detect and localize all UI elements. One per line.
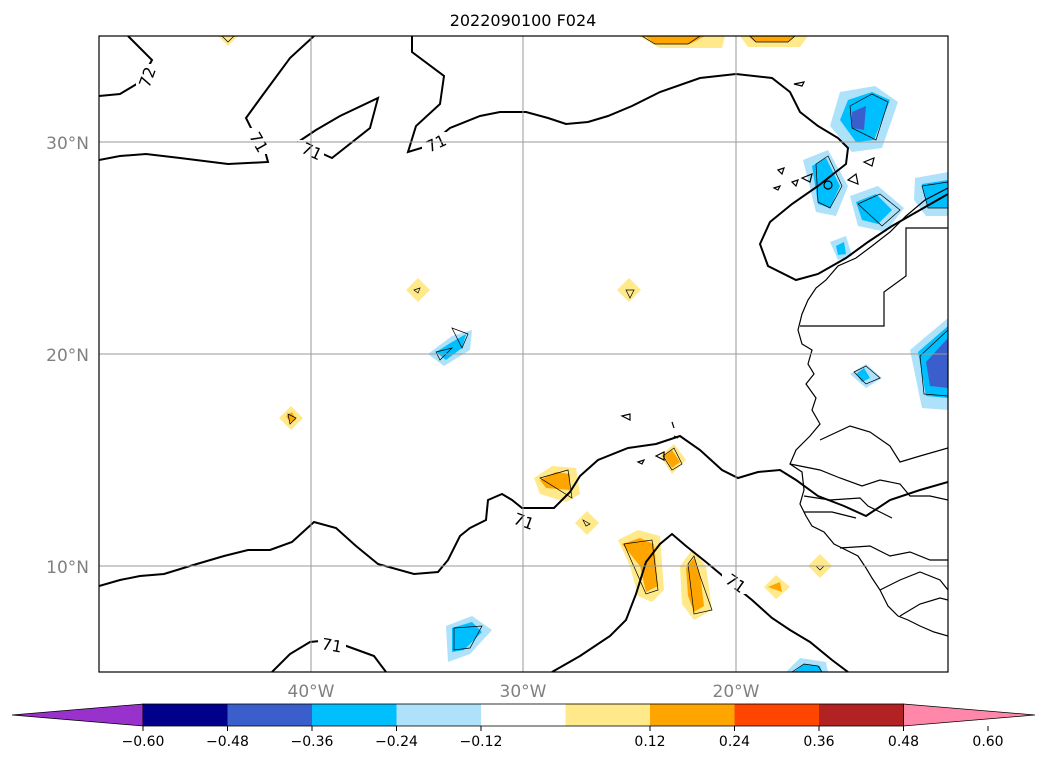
colorbar-segment [650,704,735,726]
colorbar-tick-label: 0.24 [719,734,750,750]
colorbar-segment [227,704,313,726]
colorbar-tick-label: −0.48 [206,734,249,750]
gridlines [99,36,948,672]
lon-label-20w: 20°W [713,682,760,702]
contour-label: 71 [320,634,343,656]
colorbar-tick-label: 0.12 [634,734,665,750]
colorbar-tick-labels: −0.60 −0.48 −0.36 −0.24 −0.12 0.12 0.24 … [122,734,1004,750]
islands [620,81,875,465]
lat-label-30n: 30°N [46,134,89,154]
colorbar-tick-label: −0.60 [122,734,165,750]
colorbar-extend-min [11,703,144,727]
colorbar-extend-max [903,703,1036,727]
lat-label-20n: 20°N [46,346,89,366]
map-title: 2022090100 F024 [450,11,597,30]
colorbar-segment [565,704,651,726]
colorbar-segment [481,704,566,726]
colorbar-tick-label: −0.36 [291,734,334,750]
colorbar-segment [312,704,397,726]
lon-label-30w: 30°W [500,682,547,702]
colorbar-segment [143,704,228,726]
colorbar-segment [734,704,820,726]
colorbar-tick-label: 0.48 [888,734,919,750]
colorbar-segment [819,704,904,726]
colorbar-tick-label: −0.12 [460,734,503,750]
colorbar-tick-label: −0.24 [375,734,418,750]
coastlines [789,187,948,637]
colorbar-tick-label: 0.36 [803,734,834,750]
colorbar-segment [396,704,482,726]
colorbar: −0.60 −0.48 −0.36 −0.24 −0.12 0.12 0.24 … [11,703,1036,750]
colorbar-outline [142,703,904,727]
colorbar-tick-label: 0.60 [972,734,1003,750]
map-frame [98,35,949,673]
colorbar-segments [11,703,1036,727]
lon-label-40w: 40°W [288,682,335,702]
anomaly-fill [218,36,948,672]
anomaly-outlines [221,36,948,672]
map-area: 72 71 71 71 71 71 71 [99,36,948,672]
colorbar-ticks [142,726,989,731]
lat-label-10n: 10°N [46,558,89,578]
